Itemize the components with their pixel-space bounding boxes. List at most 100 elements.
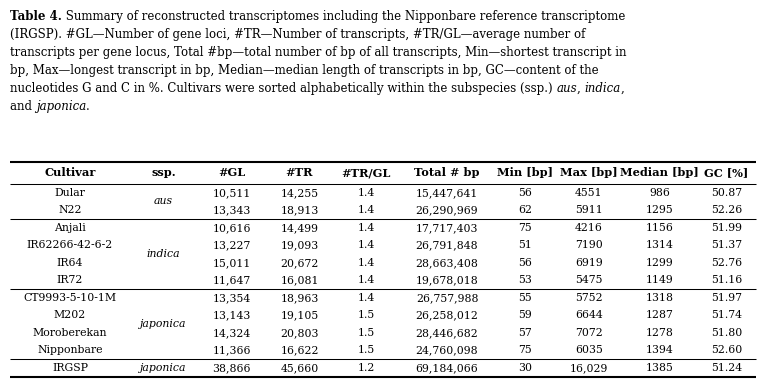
Text: 7190: 7190 [575, 240, 603, 250]
Text: 51.80: 51.80 [711, 328, 742, 338]
Text: IR72: IR72 [57, 275, 83, 285]
Text: Nipponbare: Nipponbare [38, 345, 103, 355]
Text: .: . [86, 100, 90, 113]
Text: CT9993-5-10-1M: CT9993-5-10-1M [24, 293, 116, 303]
Text: 1156: 1156 [646, 223, 673, 233]
Text: Total # bp: Total # bp [414, 167, 480, 179]
Text: 51.99: 51.99 [711, 223, 742, 233]
Text: transcripts per gene locus, Total #bp—total number of bp of all transcripts, Min: transcripts per gene locus, Total #bp—to… [10, 46, 627, 59]
Text: 53: 53 [519, 275, 532, 285]
Text: IR64: IR64 [57, 258, 83, 268]
Text: 52.76: 52.76 [711, 258, 742, 268]
Text: aus: aus [556, 82, 577, 95]
Text: 4216: 4216 [575, 223, 603, 233]
Text: 1314: 1314 [646, 240, 673, 250]
Text: N22: N22 [58, 205, 82, 215]
Text: 6035: 6035 [575, 345, 603, 355]
Text: IR62266-42-6-2: IR62266-42-6-2 [27, 240, 113, 250]
Text: 1.4: 1.4 [358, 258, 375, 268]
Text: and: and [10, 100, 36, 113]
Text: 5752: 5752 [575, 293, 603, 303]
Text: 75: 75 [519, 223, 532, 233]
Text: (IRGSP). #GL—Number of gene loci, #TR—Number of transcripts, #TR/GL—average numb: (IRGSP). #GL—Number of gene loci, #TR—Nu… [10, 28, 585, 41]
Text: 51.24: 51.24 [711, 363, 742, 373]
Text: 19,678,018: 19,678,018 [416, 275, 479, 285]
Text: 59: 59 [519, 310, 532, 320]
Text: 14,499: 14,499 [280, 223, 319, 233]
Text: 38,866: 38,866 [212, 363, 251, 373]
Text: 6644: 6644 [575, 310, 603, 320]
Text: Table 4.: Table 4. [10, 10, 62, 23]
Text: 4551: 4551 [575, 188, 603, 198]
Text: 1394: 1394 [646, 345, 673, 355]
Text: IRGSP: IRGSP [52, 363, 88, 373]
Text: 18,913: 18,913 [280, 205, 319, 215]
Text: 13,354: 13,354 [213, 293, 251, 303]
Text: 1385: 1385 [646, 363, 673, 373]
Text: 14,255: 14,255 [280, 188, 319, 198]
Text: 1299: 1299 [646, 258, 673, 268]
Text: 28,446,682: 28,446,682 [416, 328, 479, 338]
Text: 10,616: 10,616 [212, 223, 251, 233]
Text: nucleotides G and C in %. Cultivars were sorted alphabetically within the subspe: nucleotides G and C in %. Cultivars were… [10, 82, 556, 95]
Text: 15,011: 15,011 [213, 258, 251, 268]
Text: Anjali: Anjali [54, 223, 86, 233]
Text: 1.2: 1.2 [357, 363, 375, 373]
Text: 5911: 5911 [575, 205, 603, 215]
Text: Cultivar: Cultivar [44, 167, 96, 179]
Text: 50.87: 50.87 [711, 188, 742, 198]
Text: 1.4: 1.4 [358, 240, 375, 250]
Text: 20,672: 20,672 [280, 258, 319, 268]
Text: 18,963: 18,963 [280, 293, 319, 303]
Text: 28,663,408: 28,663,408 [416, 258, 479, 268]
Text: 57: 57 [519, 328, 532, 338]
Text: 1.4: 1.4 [358, 223, 375, 233]
Text: #TR/GL: #TR/GL [342, 167, 391, 179]
Text: 1149: 1149 [646, 275, 673, 285]
Text: 10,511: 10,511 [213, 188, 251, 198]
Text: 51.74: 51.74 [711, 310, 742, 320]
Text: 1.4: 1.4 [358, 188, 375, 198]
Text: Dular: Dular [54, 188, 86, 198]
Text: 56: 56 [519, 188, 532, 198]
Text: 1.4: 1.4 [358, 275, 375, 285]
Text: 7072: 7072 [575, 328, 603, 338]
Text: 1.4: 1.4 [358, 205, 375, 215]
Text: 17,717,403: 17,717,403 [416, 223, 478, 233]
Text: M202: M202 [54, 310, 86, 320]
Text: 51.16: 51.16 [711, 275, 742, 285]
Text: 26,757,988: 26,757,988 [416, 293, 478, 303]
Text: 52.26: 52.26 [711, 205, 742, 215]
Text: Median [bp]: Median [bp] [620, 167, 699, 179]
Text: GC [%]: GC [%] [704, 167, 748, 179]
Text: 5475: 5475 [575, 275, 603, 285]
Text: #GL: #GL [218, 167, 245, 179]
Text: 56: 56 [519, 258, 532, 268]
Text: ssp.: ssp. [152, 167, 176, 179]
Text: Max [bp]: Max [bp] [560, 167, 617, 179]
Text: bp, Max—longest transcript in bp, Median—median length of transcripts in bp, GC—: bp, Max—longest transcript in bp, Median… [10, 64, 598, 77]
Text: ,: , [620, 82, 624, 95]
Text: 52.60: 52.60 [711, 345, 742, 355]
Text: 30: 30 [519, 363, 532, 373]
Text: 51.37: 51.37 [711, 240, 742, 250]
Text: ,: , [577, 82, 584, 95]
Text: #TR: #TR [286, 167, 313, 179]
Text: 1.4: 1.4 [358, 293, 375, 303]
Text: indica: indica [584, 82, 620, 95]
Text: 1318: 1318 [646, 293, 673, 303]
Text: 16,622: 16,622 [280, 345, 319, 355]
Text: 75: 75 [519, 345, 532, 355]
Text: 69,184,066: 69,184,066 [416, 363, 479, 373]
Text: 1.5: 1.5 [358, 328, 375, 338]
Text: 19,093: 19,093 [280, 240, 319, 250]
Text: 16,029: 16,029 [570, 363, 608, 373]
Text: 13,343: 13,343 [213, 205, 251, 215]
Text: 26,791,848: 26,791,848 [416, 240, 479, 250]
Text: 13,227: 13,227 [213, 240, 251, 250]
Text: japonica: japonica [140, 363, 187, 373]
Text: 1.5: 1.5 [358, 310, 375, 320]
Text: indica: indica [147, 249, 181, 259]
Text: 11,647: 11,647 [213, 275, 251, 285]
Text: 1278: 1278 [646, 328, 673, 338]
